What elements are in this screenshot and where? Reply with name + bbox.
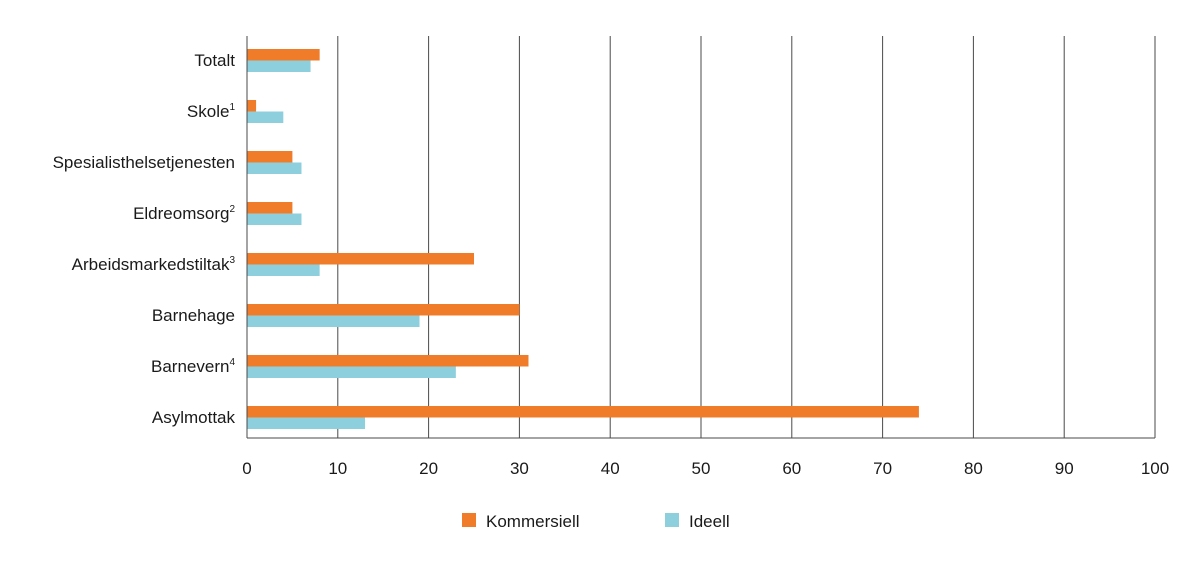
category-label: Asylmottak: [152, 408, 236, 427]
x-tick-label: 60: [782, 459, 801, 478]
bar-ideell: [247, 417, 366, 429]
footnote-marker: 4: [229, 357, 235, 368]
x-tick-label: 10: [328, 459, 347, 478]
bar-kommersiell: [247, 49, 320, 61]
category-label: Barnevern4: [151, 357, 235, 376]
footnote-marker: 2: [229, 204, 235, 215]
x-tick-label: 20: [419, 459, 438, 478]
legend-item-kommersiell: Kommersiell: [462, 512, 580, 531]
footnote-marker: 1: [229, 102, 235, 113]
category-label: Totalt: [194, 51, 235, 70]
x-tick-label: 0: [242, 459, 251, 478]
bar-kommersiell: [247, 253, 474, 265]
bar-ideell: [247, 60, 311, 72]
x-tick-label: 50: [692, 459, 711, 478]
bar-kommersiell: [247, 100, 257, 112]
x-tick-label: 70: [873, 459, 892, 478]
bar-ideell: [247, 366, 456, 378]
bar-ideell: [247, 264, 320, 276]
category-label-text: Barnehage: [152, 306, 235, 325]
category-label-text: Eldreomsorg: [133, 204, 229, 223]
category-label: Spesialisthelsetjenesten: [53, 153, 235, 172]
legend-item-ideell: Ideell: [665, 512, 730, 531]
legend: Kommersiell Ideell: [462, 512, 730, 531]
category-label: Eldreomsorg2: [133, 204, 235, 223]
bar-ideell: [247, 162, 302, 174]
x-tick-label: 100: [1141, 459, 1169, 478]
footnote-marker: 3: [229, 255, 235, 266]
category-label-text: Totalt: [194, 51, 235, 70]
legend-swatch: [462, 513, 476, 527]
bar-ideell: [247, 315, 420, 327]
bar-kommersiell: [247, 151, 293, 163]
category-label-text: Skole: [187, 102, 230, 121]
category-label: Skole1: [187, 102, 236, 121]
legend-swatch: [665, 513, 679, 527]
grid-lines: [337, 36, 1156, 438]
category-labels: Totalt Skole1 Spesialisthelsetjenesten Eldr…: [53, 51, 236, 427]
category-label-text: Asylmottak: [152, 408, 236, 427]
axes: [246, 36, 1155, 439]
category-label-text: Arbeidsmarkedstiltak: [72, 255, 230, 274]
legend-label: Kommersiell: [486, 512, 580, 531]
bar-ideell: [247, 213, 302, 225]
category-label-text: Barnevern: [151, 357, 229, 376]
category-label-text: Spesialisthelsetjenesten: [53, 153, 235, 172]
legend-label: Ideell: [689, 512, 730, 531]
bar-kommersiell: [247, 406, 919, 418]
x-tick-label: 80: [964, 459, 983, 478]
bar-ideell: [247, 111, 284, 123]
bar-kommersiell: [247, 202, 293, 214]
bar-kommersiell: [247, 355, 529, 367]
category-label: Barnehage: [152, 306, 235, 325]
x-tick-label: 40: [601, 459, 620, 478]
x-tick-labels: 0 10 20 30 40 50 60 70 80 90 100: [242, 459, 1169, 478]
x-tick-label: 90: [1055, 459, 1074, 478]
category-label: Arbeidsmarkedstiltak3: [72, 255, 236, 274]
bar-kommersiell: [247, 304, 520, 316]
bars: [247, 49, 919, 429]
x-tick-label: 30: [510, 459, 529, 478]
